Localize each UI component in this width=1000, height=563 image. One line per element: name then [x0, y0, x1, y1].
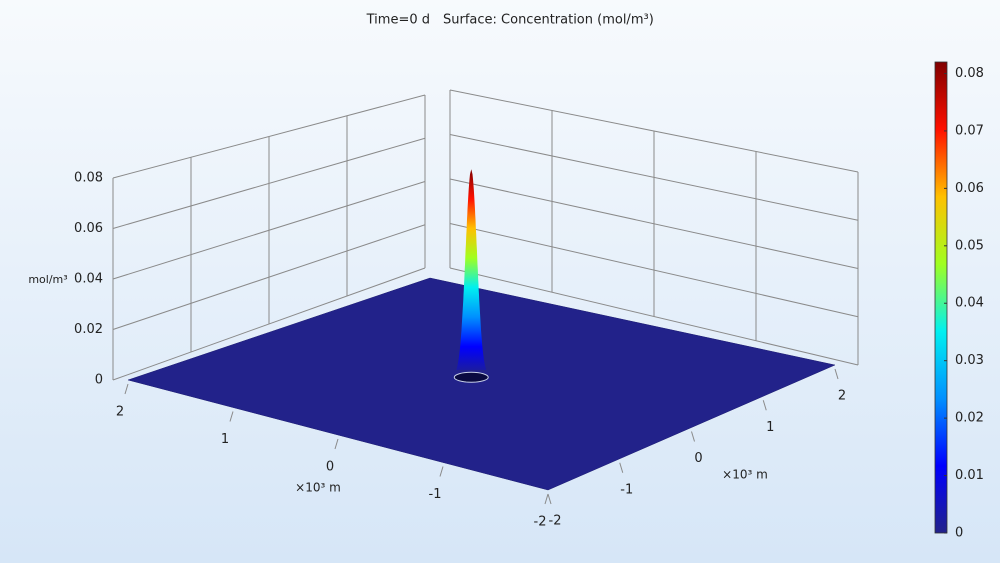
tick-mark — [547, 493, 552, 505]
y-tick-label: -1 — [620, 482, 633, 497]
x-axis-label: ×10³ m — [295, 481, 341, 495]
y-tick-label: 1 — [766, 420, 774, 435]
colorbar-tick-label: 0.02 — [955, 411, 984, 426]
z-tick-label: 0 — [95, 373, 103, 388]
tick-mark — [229, 411, 234, 422]
colorbar-tick-label: 0.08 — [955, 66, 984, 81]
tick-mark — [619, 462, 624, 473]
y-tick-label: 2 — [838, 389, 846, 404]
x-tick-label: -2 — [534, 515, 547, 530]
colorbar-tick-label: 0.05 — [955, 238, 984, 253]
z-tick-label: 0.04 — [74, 272, 103, 287]
colorbar-tick-label: 0.03 — [955, 353, 984, 368]
tick-mark — [834, 368, 839, 380]
tick-mark — [439, 466, 444, 477]
z-tick-label: 0.08 — [74, 171, 103, 186]
chart-title: Time=0 d — [366, 13, 430, 28]
x-tick-label: 1 — [221, 432, 229, 447]
tick-mark — [124, 383, 129, 395]
colorbar-tick-label: 0.07 — [955, 123, 984, 138]
peak-base — [453, 371, 489, 383]
z-tick-label: 0.06 — [74, 221, 103, 236]
colorbar-tick-label: 0 — [955, 526, 963, 541]
peak — [456, 169, 487, 370]
x-tick-label: 2 — [116, 405, 124, 420]
y-axis-label: ×10³ m — [722, 468, 768, 482]
colorbar — [934, 61, 948, 534]
z-tick-label: 0.02 — [74, 322, 103, 337]
surface-floor — [127, 277, 836, 491]
tick-mark — [691, 431, 695, 442]
colorbar-tick-label: 0.06 — [955, 181, 984, 196]
tick-mark — [544, 493, 549, 505]
tick-mark — [334, 438, 339, 450]
y-tick-label: 0 — [694, 451, 702, 466]
x-tick-label: -1 — [429, 487, 442, 502]
colorbar-tick-label: 0.01 — [955, 468, 984, 483]
tick-mark — [762, 400, 767, 411]
y-tick-label: -2 — [549, 514, 562, 529]
colorbar-tick-label: 0.04 — [955, 296, 984, 311]
chart-subtitle: Surface: Concentration (mol/m³) — [443, 13, 654, 28]
z-axis-label: mol/m³ — [28, 273, 67, 286]
x-tick-label: 0 — [326, 460, 334, 475]
